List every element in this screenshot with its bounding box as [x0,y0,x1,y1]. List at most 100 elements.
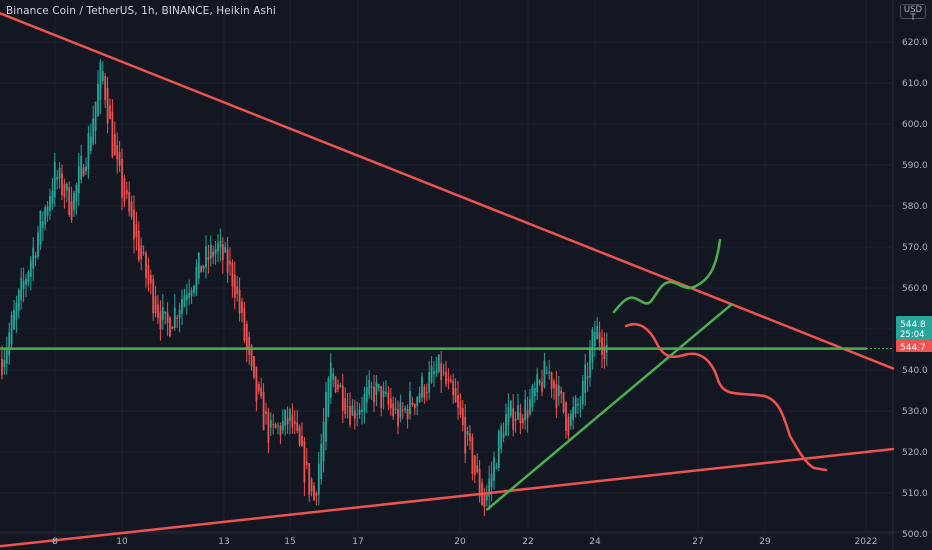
price-tick-label: 570.0 [902,243,928,253]
candle-body [8,332,11,356]
symbol-title[interactable]: Binance Coin / TetherUS, 1h, BINANCE, He… [6,5,276,17]
candle-body [181,298,183,314]
current-price-tag [896,316,932,340]
candle-body [574,397,577,414]
candle-body [361,409,363,413]
candle-body [593,331,596,347]
candle-body [39,210,42,245]
candle-body [502,433,505,438]
projection-bullish-path[interactable] [612,238,722,314]
candle-body [70,201,73,220]
candle-body [65,183,68,191]
candle-body [339,384,342,387]
candle-body [591,329,594,363]
candle-body [524,399,527,421]
candle-body [569,413,572,426]
candle-body [49,196,51,211]
candle-body [87,132,90,170]
candle-body [250,345,253,367]
candle-body [111,112,114,157]
candle-body [442,371,445,373]
candle-body [22,280,25,290]
candle-body [370,386,373,388]
candle-body [562,392,565,413]
candle-body [363,393,366,411]
candle-body [217,243,219,252]
candle-body [497,430,500,468]
trendline-rising-support[interactable] [485,303,733,511]
candle-body [572,407,575,420]
candle-body [142,252,145,254]
candle-body [397,409,399,427]
candle-body [265,411,267,414]
candle-body [418,393,421,402]
candle-body [373,386,375,403]
candle-body [557,385,560,396]
candle-body [233,274,236,298]
candle-body [224,247,227,253]
candle-body [543,360,546,387]
candle-body [601,337,603,355]
currency-badge[interactable]: USD T [900,4,926,22]
candle-body [505,414,507,436]
candle-body [301,435,303,446]
candle-body [291,415,294,428]
candle-body [34,255,37,259]
candle-body [440,363,443,381]
candle-body [229,261,231,265]
candle-body [183,294,186,307]
candle-body [303,440,306,483]
candle-body [416,397,419,406]
candle-body [581,380,584,405]
candle-body [555,384,558,408]
time-tick-label: 13 [218,537,229,547]
candle-body [284,409,287,426]
candle-body [193,285,195,293]
bar-countdown: 25:04 [900,330,925,340]
candle-body [433,371,435,375]
candle-body [20,277,23,301]
candle-body [382,390,385,398]
candle-body [89,136,92,151]
price-tick-label: 600.0 [902,120,928,130]
candle-body [437,354,440,372]
candle-body [536,374,539,393]
candle-body [308,463,311,496]
candle-body [545,373,548,375]
candle-body [541,381,543,392]
candle-body [267,412,270,443]
candle-body [387,392,390,405]
candle-body [411,402,414,406]
candle-body [538,380,541,384]
time-axis[interactable]: 8 10 13 15 17 20 22 24 27 29 2022 [52,537,877,547]
candle-body [205,246,207,268]
trendline-upper-resistance[interactable] [0,12,895,370]
candle-body [349,406,351,425]
candle-body [113,134,116,156]
candle-body [584,364,587,393]
candle-body [337,384,339,390]
candle-body [202,266,205,270]
time-tick-label: 15 [284,537,295,547]
candle-body [207,257,210,260]
candle-body [483,493,486,508]
trendline-lower-support[interactable] [0,447,895,548]
candle-body [473,455,476,475]
candle-body [272,423,275,425]
time-tick-label: 29 [759,537,771,547]
time-tick-label: 24 [589,537,601,547]
candle-body [598,332,601,343]
candle-body [85,166,87,172]
time-tick-label: 8 [52,537,58,547]
projection-bearish-path[interactable] [624,323,828,472]
candle-body [277,425,279,427]
candle-body [500,426,503,450]
price-tick-label: 620.0 [902,38,928,48]
candle-body [130,201,133,217]
candle-body [425,392,428,394]
candle-body [565,402,567,431]
time-tick-label: 22 [522,537,533,547]
